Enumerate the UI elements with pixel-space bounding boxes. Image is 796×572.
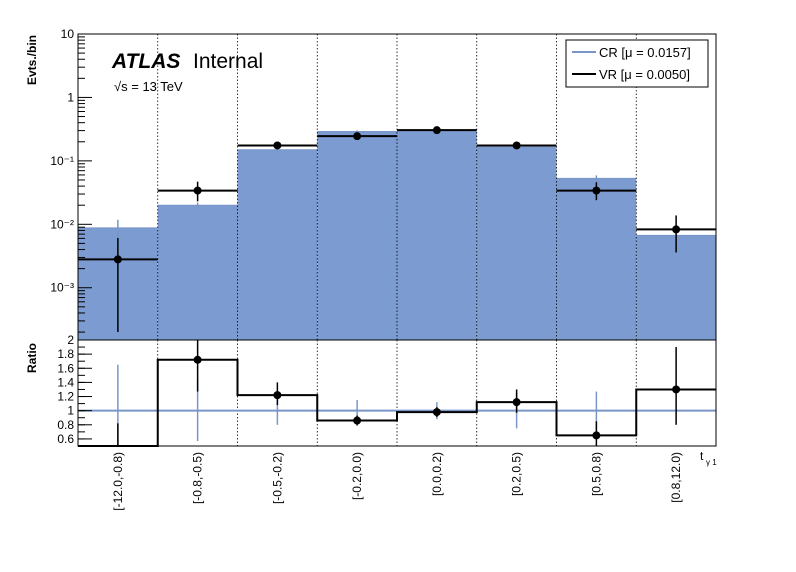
- cr-bar: [397, 129, 477, 340]
- ratio-point: [672, 385, 681, 394]
- ratio-y-ticks: 21.81.61.41.210.80.6: [57, 333, 92, 447]
- ratio-y-tick-label: 2: [67, 333, 74, 347]
- ratio-y-tick-label: 0.8: [57, 418, 74, 432]
- cr-bar: [476, 147, 557, 340]
- legend-vr-label: VR [μ = 0.0050]: [599, 67, 690, 82]
- vr-point: [353, 132, 362, 141]
- x-tick-label: [0.5,0.8): [589, 452, 603, 496]
- x-tick-labels: [-12.0,-0.8) [-0.8,-0.5) [-0.5,-0.2) [-0.2,…: [111, 452, 683, 511]
- vr-point: [193, 186, 202, 195]
- ratio-point: [193, 355, 202, 364]
- legend: CR [μ = 0.0157] VR [μ = 0.0050]: [565, 39, 709, 88]
- cr-bar: [636, 235, 716, 340]
- main-y-axis-label: Evts./bin: [25, 35, 39, 85]
- cr-histogram: [78, 128, 716, 340]
- ratio-point: [273, 391, 282, 400]
- vr-point: [432, 126, 441, 135]
- x-tick-label: [0.2,0.5): [510, 452, 524, 496]
- x-tick-label: [-0.8,-0.5): [191, 452, 205, 504]
- x-tick-label: [0.0,0.2): [430, 452, 444, 496]
- vr-point: [592, 186, 601, 195]
- ratio-y-tick-label: 1.2: [57, 390, 74, 404]
- ratio-point: [592, 431, 601, 440]
- ratio-y-tick-label: 1: [67, 404, 74, 418]
- ratio-point: [353, 416, 362, 425]
- cr-bar: [317, 131, 397, 340]
- x-tick-label: [-12.0,-0.8): [111, 452, 125, 511]
- legend-box: [565, 39, 709, 88]
- x-tick-label: [0.8,12.0): [669, 452, 683, 503]
- ratio-y-axis-label: Ratio: [25, 343, 39, 373]
- ratio-y-tick-label: 1.4: [57, 375, 74, 389]
- x-axis-label: t: [700, 449, 704, 463]
- cr-bar: [556, 178, 637, 340]
- x-tick-label: [-0.2,0.0): [350, 452, 364, 500]
- ratio-y-tick-label: 1.6: [57, 361, 74, 375]
- vr-points: [78, 126, 716, 333]
- y-tick-label: 10⁻³: [50, 281, 74, 295]
- main-y-ticks: 10 1 10⁻¹ 10⁻² 10⁻³: [50, 27, 92, 333]
- vr-point: [512, 141, 521, 150]
- x-axis-label-subscript: γ 1: [706, 458, 717, 467]
- ratio-y-tick-label: 1.8: [57, 347, 74, 361]
- atlas-label: ATLAS: [111, 50, 180, 73]
- legend-cr-label: CR [μ = 0.0157]: [599, 45, 691, 60]
- ratio-vertical-gridlines: [157, 340, 637, 446]
- main-panel: 10 1 10⁻¹ 10⁻² 10⁻³ Evts./bin ATLAS Internal…: [25, 27, 717, 341]
- x-tick-label: [-0.5,-0.2): [270, 452, 284, 504]
- cr-bar: [237, 149, 318, 340]
- y-tick-label: 1: [67, 90, 74, 104]
- vr-point: [113, 255, 122, 264]
- cr-bar: [157, 205, 238, 340]
- vr-point: [672, 225, 681, 234]
- atlas-status: Internal: [193, 50, 263, 73]
- vr-point: [273, 141, 282, 150]
- ratio-point: [432, 408, 441, 417]
- ratio-panel: 21.81.61.41.210.80.6 Ratio [-12.0,-0.8)[…: [25, 333, 717, 511]
- ratio-content: [78, 340, 716, 447]
- energy-label: √s = 13 TeV: [114, 79, 183, 94]
- ratio-y-tick-label: 0.6: [57, 432, 74, 446]
- y-tick-label: 10⁻²: [50, 217, 74, 231]
- y-tick-label: 10⁻¹: [50, 154, 74, 168]
- y-tick-label: 10: [61, 27, 75, 41]
- ratio-frame: [77, 339, 717, 447]
- ratio-point: [512, 398, 521, 407]
